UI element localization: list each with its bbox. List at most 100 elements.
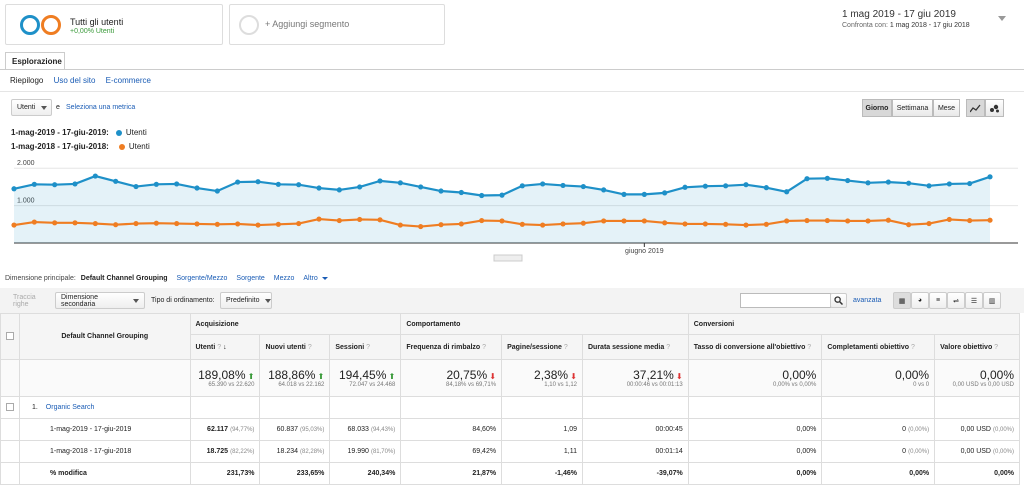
segment-all-users[interactable]: Tutti gli utenti +0,00% Utenti: [5, 4, 223, 45]
sort-type-value: Predefinito: [226, 297, 260, 304]
pie-view-icon[interactable]: ◕: [911, 292, 929, 309]
search-icon[interactable]: [830, 293, 847, 308]
date-range-main: 1 mag 2019 - 17 giu 2019: [842, 9, 956, 20]
term-cloud-icon[interactable]: ☰: [965, 292, 983, 309]
pivot-view-icon[interactable]: ▥: [983, 292, 1001, 309]
data-point: [52, 220, 58, 226]
comparison-view-icon[interactable]: ⇌: [947, 292, 965, 309]
dimension-source[interactable]: Sorgente: [236, 275, 265, 282]
help-icon[interactable]: ?: [805, 343, 812, 351]
cell-value: -1,46%: [554, 470, 577, 477]
table-view-icon[interactable]: ▦: [893, 292, 911, 309]
column-header[interactable]: Frequenza di rimbalzo ?: [400, 334, 503, 360]
data-point: [133, 183, 139, 190]
column-header[interactable]: Utenti ? ↓: [189, 334, 261, 360]
dimension-header[interactable]: Default Channel Grouping: [19, 313, 191, 360]
empty-cell: [934, 396, 1020, 419]
dimension-medium[interactable]: Mezzo: [273, 275, 295, 282]
advanced-filter-link[interactable]: avanzata: [853, 297, 882, 304]
dropdown-arrow-icon: [321, 276, 328, 280]
cell-value: 1,11: [563, 448, 577, 455]
table-search-input[interactable]: [740, 293, 831, 308]
data-point: [499, 218, 505, 224]
data-point: [845, 218, 851, 224]
help-icon[interactable]: ?: [305, 343, 312, 351]
column-header[interactable]: Durata sessione media ?: [582, 334, 689, 360]
help-icon[interactable]: ?: [664, 343, 671, 351]
empty-cell: [687, 396, 823, 419]
data-point: [11, 222, 17, 228]
select-all-checkbox[interactable]: [0, 313, 20, 360]
help-icon[interactable]: ?: [364, 343, 371, 351]
column-header-label: Sessioni: [335, 343, 365, 351]
granularity-month[interactable]: Mese: [933, 99, 960, 117]
column-header[interactable]: Tasso di conversione all'obiettivo ?: [687, 334, 823, 360]
date-range-picker[interactable]: 1 mag 2019 - 17 giu 2019 Confronta con: …: [842, 9, 1014, 29]
data-point: [438, 222, 444, 228]
data-point: [723, 183, 729, 189]
help-icon[interactable]: ?: [992, 343, 999, 351]
data-point: [580, 183, 586, 190]
row-checkbox[interactable]: [0, 396, 20, 419]
data-point: [377, 217, 383, 223]
total-value: 0,00%: [895, 368, 930, 382]
table-cell: 240,34%: [329, 462, 402, 485]
cell-value: 60.837: [276, 426, 299, 433]
column-header[interactable]: Pagine/sessione ?: [501, 334, 583, 360]
data-point: [377, 178, 383, 184]
help-icon[interactable]: ?: [215, 343, 222, 351]
empty-cell: [259, 396, 331, 419]
data-point: [153, 181, 159, 187]
help-icon[interactable]: ?: [909, 343, 915, 351]
data-point: [479, 192, 485, 199]
dimension-other[interactable]: Altro: [303, 275, 318, 282]
tab-esplorazione[interactable]: Esplorazione: [5, 52, 65, 69]
add-segment-button[interactable]: + Aggiungi segmento: [229, 4, 445, 45]
column-header[interactable]: Nuovi utenti ?: [259, 334, 331, 360]
empty-cell: [501, 396, 583, 419]
subnav-uso-sito[interactable]: Uso del sito: [53, 76, 96, 85]
cell-value: -39,07%: [656, 470, 683, 477]
granularity-week[interactable]: Settimana: [892, 99, 933, 117]
total-value: 0,00%: [979, 368, 1014, 382]
data-point: [682, 184, 688, 190]
sort-type-select[interactable]: Predefinito: [220, 292, 272, 309]
cell-percent: (0,00%): [908, 427, 930, 433]
data-point: [458, 221, 464, 227]
column-header[interactable]: Completamenti obiettivo ?: [821, 334, 936, 360]
column-header[interactable]: Valore obiettivo ?: [934, 334, 1020, 360]
motion-chart-icon[interactable]: [985, 99, 1004, 117]
dropdown-arrow-icon: [133, 298, 139, 303]
granularity-day[interactable]: Giorno: [862, 99, 892, 117]
dimension-source-medium[interactable]: Sorgente/Mezzo: [176, 275, 228, 282]
cell-value: 00:00:45: [655, 426, 683, 433]
data-point: [641, 218, 647, 224]
select-metric-link[interactable]: Seleziona una metrica: [66, 104, 136, 111]
x-tick-label: giugno 2019: [625, 248, 664, 255]
cell-percent: (0,00%): [992, 449, 1014, 455]
plot-rows-button[interactable]: Traccia righe: [13, 293, 36, 308]
table-cell: 21,87%: [400, 462, 503, 485]
data-point: [418, 184, 424, 190]
data-point: [682, 221, 688, 227]
data-point: [458, 189, 464, 196]
table-cell: 19.990 (81,70%): [329, 440, 402, 463]
channel-name-link[interactable]: Organic Search: [45, 404, 95, 411]
subnav-riepilogo[interactable]: Riepilogo: [10, 76, 44, 85]
legend-2019-dot: [115, 129, 122, 136]
line-chart-icon[interactable]: [966, 99, 985, 117]
help-icon[interactable]: ?: [480, 343, 487, 351]
totals-blank: [19, 359, 191, 397]
column-header[interactable]: Sessioni ?: [329, 334, 402, 360]
subnav-ecommerce[interactable]: E-commerce: [105, 76, 151, 85]
cell-value: 1,09: [563, 426, 577, 433]
secondary-dimension-select[interactable]: Dimensione secondaria: [55, 292, 145, 309]
performance-view-icon[interactable]: ≡: [929, 292, 947, 309]
sort-desc-icon[interactable]: ↓: [221, 343, 227, 351]
data-point: [804, 217, 810, 224]
data-point: [214, 188, 220, 194]
chevron-down-icon[interactable]: [998, 16, 1006, 21]
help-icon[interactable]: ?: [561, 343, 568, 351]
empty-cell: [0, 462, 20, 485]
metric-select[interactable]: Utenti: [11, 99, 52, 116]
